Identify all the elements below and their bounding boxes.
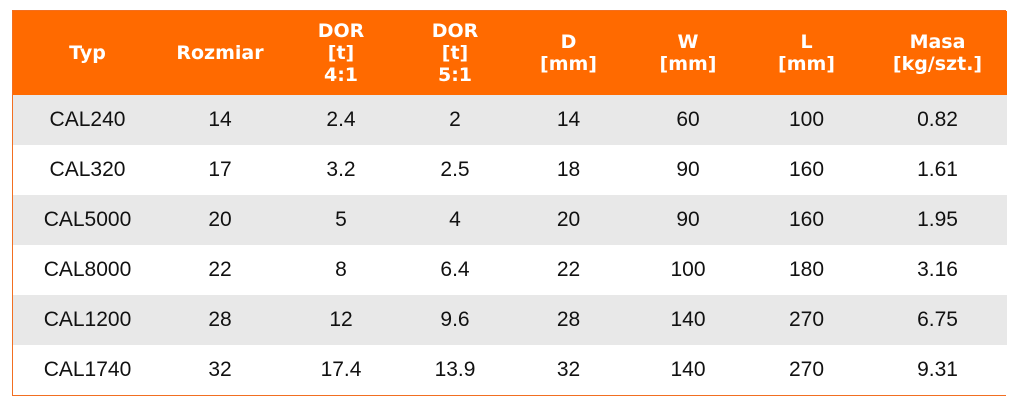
- cell-dor-5-1: 13.9: [404, 345, 506, 395]
- cell-l: 270: [745, 345, 868, 395]
- table-row: CAL1740 32 17.4 13.9 32 140 270 9.31: [13, 345, 1007, 395]
- cell-rozmiar: 17: [162, 145, 278, 195]
- cell-l: 270: [745, 295, 868, 345]
- table-header: Typ Rozmiar DOR [t] 4:1 DOR [t] 5:1 D: [13, 11, 1007, 95]
- header-rozmiar-line: Rozmiar: [176, 42, 264, 64]
- header-w: W [mm]: [631, 11, 745, 95]
- cell-l: 100: [745, 95, 868, 145]
- cell-typ: CAL1200: [13, 295, 162, 345]
- cell-rozmiar: 22: [162, 245, 278, 295]
- cell-dor-4-1: 5: [278, 195, 404, 245]
- header-typ-line: Typ: [69, 42, 106, 64]
- cell-w: 100: [631, 245, 745, 295]
- table-row: CAL1200 28 12 9.6 28 140 270 6.75: [13, 295, 1007, 345]
- header-row: Typ Rozmiar DOR [t] 4:1 DOR [t] 5:1 D: [13, 11, 1007, 95]
- cell-dor-5-1: 4: [404, 195, 506, 245]
- table-row: CAL5000 20 5 4 20 90 160 1.95: [13, 195, 1007, 245]
- cell-masa: 3.16: [868, 245, 1007, 295]
- header-w-line: W: [677, 31, 699, 53]
- header-d-line: [mm]: [540, 53, 597, 75]
- cell-rozmiar: 20: [162, 195, 278, 245]
- cell-rozmiar: 28: [162, 295, 278, 345]
- cell-dor-4-1: 2.4: [278, 95, 404, 145]
- header-dor-5-1-line: 5:1: [437, 64, 473, 86]
- header-d-line: D: [560, 31, 577, 53]
- cell-d: 14: [506, 95, 631, 145]
- header-dor-4-1-line: 4:1: [323, 64, 359, 86]
- cell-d: 22: [506, 245, 631, 295]
- cell-typ: CAL1740: [13, 345, 162, 395]
- cell-dor-5-1: 2: [404, 95, 506, 145]
- cell-w: 90: [631, 195, 745, 245]
- header-w-line: [mm]: [659, 53, 717, 75]
- cell-w: 140: [631, 345, 745, 395]
- header-l: L [mm]: [745, 11, 868, 95]
- header-l-line: [mm]: [778, 53, 835, 75]
- cell-dor-5-1: 9.6: [404, 295, 506, 345]
- cell-l: 160: [745, 195, 868, 245]
- header-dor-4-1-line: DOR: [317, 20, 365, 42]
- cell-dor-5-1: 2.5: [404, 145, 506, 195]
- cell-dor-5-1: 6.4: [404, 245, 506, 295]
- header-l-line: L: [800, 31, 813, 53]
- header-masa-line: [kg/szt.]: [892, 53, 983, 75]
- cell-w: 140: [631, 295, 745, 345]
- header-dor-4-1-line: [t]: [327, 42, 355, 64]
- header-rozmiar: Rozmiar: [162, 11, 278, 95]
- cell-typ: CAL8000: [13, 245, 162, 295]
- cell-dor-4-1: 12: [278, 295, 404, 345]
- cell-d: 20: [506, 195, 631, 245]
- cell-typ: CAL240: [13, 95, 162, 145]
- table-row: CAL240 14 2.4 2 14 60 100 0.82: [13, 95, 1007, 145]
- header-dor-5-1-line: [t]: [441, 42, 469, 64]
- cell-w: 90: [631, 145, 745, 195]
- header-dor-5-1: DOR [t] 5:1: [404, 11, 506, 95]
- cell-masa: 1.61: [868, 145, 1007, 195]
- header-masa-line: Masa: [909, 31, 966, 53]
- cell-l: 180: [745, 245, 868, 295]
- cell-l: 160: [745, 145, 868, 195]
- header-typ: Typ: [13, 11, 162, 95]
- cell-d: 28: [506, 295, 631, 345]
- cell-d: 18: [506, 145, 631, 195]
- cell-masa: 0.82: [868, 95, 1007, 145]
- cell-dor-4-1: 3.2: [278, 145, 404, 195]
- cell-d: 32: [506, 345, 631, 395]
- cell-rozmiar: 32: [162, 345, 278, 395]
- cell-masa: 9.31: [868, 345, 1007, 395]
- header-dor-5-1-line: DOR: [431, 20, 479, 42]
- table-body: CAL240 14 2.4 2 14 60 100 0.82 CAL320 17…: [13, 95, 1007, 395]
- spec-table-container: Typ Rozmiar DOR [t] 4:1 DOR [t] 5:1 D: [12, 10, 1007, 396]
- cell-masa: 6.75: [868, 295, 1007, 345]
- spec-table: Typ Rozmiar DOR [t] 4:1 DOR [t] 5:1 D: [13, 11, 1007, 395]
- cell-w: 60: [631, 95, 745, 145]
- header-dor-4-1: DOR [t] 4:1: [278, 11, 404, 95]
- cell-dor-4-1: 8: [278, 245, 404, 295]
- table-row: CAL320 17 3.2 2.5 18 90 160 1.61: [13, 145, 1007, 195]
- cell-dor-4-1: 17.4: [278, 345, 404, 395]
- cell-typ: CAL320: [13, 145, 162, 195]
- cell-typ: CAL5000: [13, 195, 162, 245]
- table-row: CAL8000 22 8 6.4 22 100 180 3.16: [13, 245, 1007, 295]
- header-masa: Masa [kg/szt.]: [868, 11, 1007, 95]
- cell-masa: 1.95: [868, 195, 1007, 245]
- cell-rozmiar: 14: [162, 95, 278, 145]
- header-d: D [mm]: [506, 11, 631, 95]
